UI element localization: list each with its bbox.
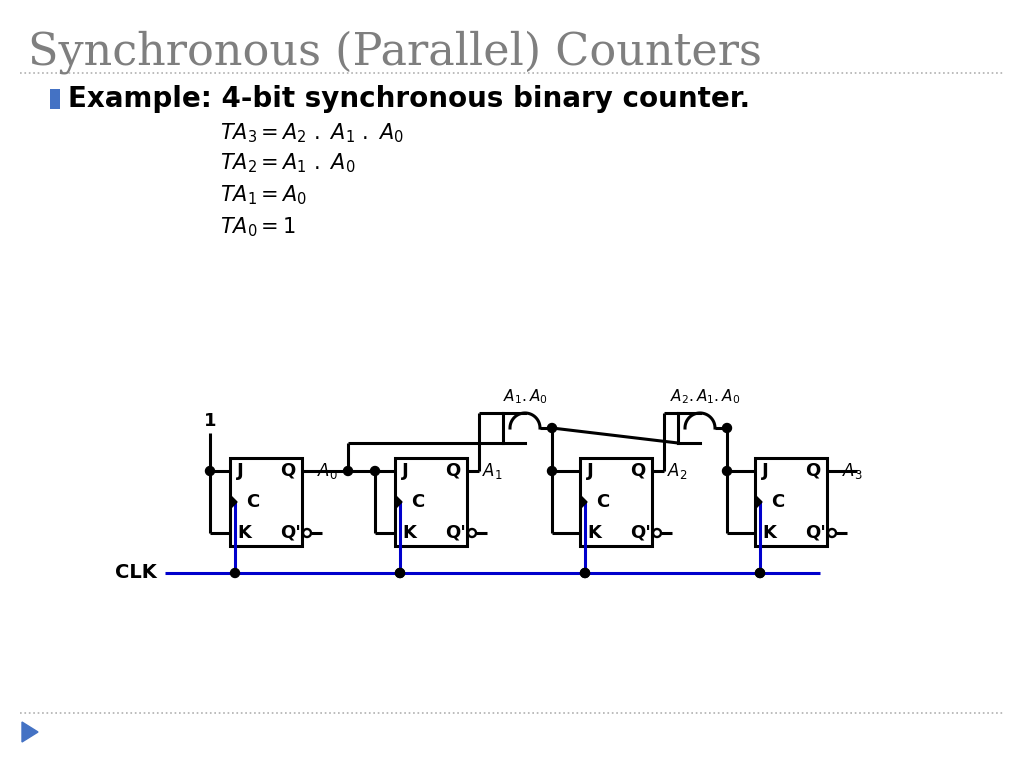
Polygon shape bbox=[395, 495, 402, 509]
Text: $A_2.A_1.A_0$: $A_2.A_1.A_0$ bbox=[670, 387, 740, 406]
Circle shape bbox=[395, 568, 404, 578]
Circle shape bbox=[723, 466, 731, 475]
Text: CLK: CLK bbox=[116, 564, 157, 582]
Text: C: C bbox=[411, 493, 424, 511]
Circle shape bbox=[206, 466, 214, 475]
FancyBboxPatch shape bbox=[50, 89, 60, 109]
Text: Q': Q' bbox=[805, 524, 826, 542]
Text: Q': Q' bbox=[445, 524, 466, 542]
Text: $\mathit{TA}_0 = 1$: $\mathit{TA}_0 = 1$ bbox=[220, 215, 296, 239]
Text: Q: Q bbox=[805, 462, 820, 480]
Text: Synchronous (Parallel) Counters: Synchronous (Parallel) Counters bbox=[28, 30, 762, 74]
Text: Q: Q bbox=[280, 462, 295, 480]
Text: K: K bbox=[587, 524, 601, 542]
Circle shape bbox=[723, 423, 731, 432]
Text: Q': Q' bbox=[280, 524, 301, 542]
Text: $\mathit{TA}_1 = A_0$: $\mathit{TA}_1 = A_0$ bbox=[220, 184, 307, 207]
Text: $A_1.A_0$: $A_1.A_0$ bbox=[503, 387, 548, 406]
Text: Q': Q' bbox=[630, 524, 651, 542]
Text: J: J bbox=[237, 462, 244, 480]
Bar bbox=[395, 458, 467, 546]
Text: $A_3$: $A_3$ bbox=[842, 461, 863, 481]
Circle shape bbox=[230, 568, 240, 578]
Polygon shape bbox=[580, 495, 587, 509]
Bar bbox=[230, 458, 302, 546]
Circle shape bbox=[756, 568, 765, 578]
Text: $A_2$: $A_2$ bbox=[667, 461, 687, 481]
Text: $A_1$: $A_1$ bbox=[482, 461, 503, 481]
Circle shape bbox=[581, 568, 590, 578]
Polygon shape bbox=[755, 495, 762, 509]
Text: Q: Q bbox=[630, 462, 645, 480]
Text: K: K bbox=[762, 524, 776, 542]
Polygon shape bbox=[22, 722, 38, 742]
Text: Example: 4-bit synchronous binary counter.: Example: 4-bit synchronous binary counte… bbox=[68, 85, 751, 113]
Text: $\mathit{TA}_3 = A_2\ .\ A_1\ .\ A_0$: $\mathit{TA}_3 = A_2\ .\ A_1\ .\ A_0$ bbox=[220, 121, 404, 145]
Text: C: C bbox=[246, 493, 259, 511]
Circle shape bbox=[581, 568, 590, 578]
Circle shape bbox=[395, 568, 404, 578]
Text: Q: Q bbox=[445, 462, 460, 480]
Circle shape bbox=[343, 466, 352, 475]
Circle shape bbox=[756, 568, 765, 578]
Text: $A_0$: $A_0$ bbox=[317, 461, 338, 481]
Bar bbox=[580, 458, 652, 546]
Text: 1: 1 bbox=[204, 412, 216, 430]
Text: J: J bbox=[402, 462, 409, 480]
Text: J: J bbox=[762, 462, 769, 480]
Text: $\mathit{TA}_2 = A_1\ .\ A_0$: $\mathit{TA}_2 = A_1\ .\ A_0$ bbox=[220, 151, 355, 175]
Circle shape bbox=[548, 466, 556, 475]
Text: C: C bbox=[596, 493, 609, 511]
Circle shape bbox=[548, 423, 556, 432]
Text: J: J bbox=[587, 462, 594, 480]
Text: K: K bbox=[402, 524, 416, 542]
Text: K: K bbox=[237, 524, 251, 542]
Text: C: C bbox=[771, 493, 784, 511]
Circle shape bbox=[371, 466, 380, 475]
Polygon shape bbox=[230, 495, 237, 509]
Bar bbox=[755, 458, 827, 546]
